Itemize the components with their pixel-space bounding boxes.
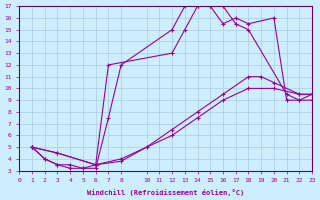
X-axis label: Windchill (Refroidissement éolien,°C): Windchill (Refroidissement éolien,°C) xyxy=(87,189,244,196)
